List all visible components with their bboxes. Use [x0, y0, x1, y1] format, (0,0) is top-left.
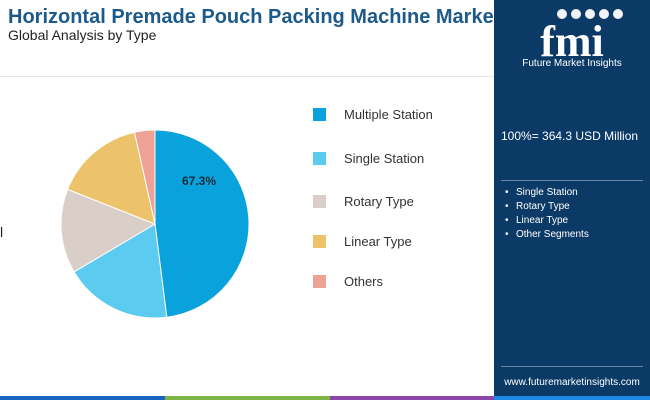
legend-swatch [313, 234, 326, 248]
legend-swatch [313, 274, 326, 288]
legend-item-single-station: Single Station [313, 150, 424, 166]
pie-slice-others [133, 129, 156, 225]
bottom-bar-segment [165, 396, 330, 400]
legend-swatch [313, 107, 326, 121]
pie-chart: 67.3% [60, 129, 250, 319]
legend-label: Others [344, 273, 384, 289]
segment-item: Linear Type [502, 214, 589, 228]
logo-dot-icon [613, 9, 623, 19]
legend-label: Single Station [344, 150, 425, 166]
clipped-label: l [0, 224, 4, 240]
legend-label: Rotary Type [344, 193, 414, 209]
pie-slice-multiple-station [154, 129, 250, 318]
logo-dot-icon [599, 9, 609, 19]
chart-subtitle: Global Analysis by Type [8, 27, 157, 43]
segment-item: Single Station [502, 186, 589, 200]
logo-wordmark: fmi [540, 17, 604, 66]
segment-item: Other Segments [502, 228, 589, 242]
chart-title: Horizontal Premade Pouch Packing Machine… [8, 6, 501, 28]
legend-label: Multiple Station [344, 106, 433, 122]
legend-item-others: Others [313, 273, 383, 289]
website-link[interactable]: www.futuremarketinsights.com [504, 377, 640, 388]
legend-swatch [313, 194, 326, 208]
data-label-multiple-station: 67.3% [182, 174, 216, 188]
logo-caption: Future Market Insights [522, 58, 622, 69]
segment-list: Single Station Rotary Type Linear Type O… [502, 186, 589, 242]
bottom-bar-segment [330, 396, 494, 400]
pie-slice-linear-type [66, 131, 156, 225]
sidebar-panel: fmi Future Market Insights 100%= 364.3 U… [494, 0, 650, 400]
header-divider [0, 76, 494, 77]
legend-label: Linear Type [344, 233, 412, 249]
sidebar-divider [501, 180, 643, 181]
logo-dot-icon [557, 9, 567, 19]
market-total: 100%= 364.3 USD Million [501, 129, 639, 143]
segment-item: Rotary Type [502, 200, 589, 214]
legend-swatch [313, 151, 326, 165]
bottom-bar-segment [494, 396, 650, 400]
bottom-bar-segment [0, 396, 165, 400]
pie-slice-rotary-type [60, 188, 157, 273]
pie-slice-single-station [73, 223, 168, 319]
legend-item-multiple-station: Multiple Station [313, 106, 433, 122]
legend-item-rotary-type: Rotary Type [313, 193, 414, 209]
logo-dot-icon [571, 9, 581, 19]
logo-dot-icon [585, 9, 595, 19]
legend-item-linear-type: Linear Type [313, 233, 412, 249]
sidebar-divider-bottom [501, 366, 643, 367]
pie-slices [60, 129, 250, 319]
fmi-logo: fmi [540, 9, 623, 66]
